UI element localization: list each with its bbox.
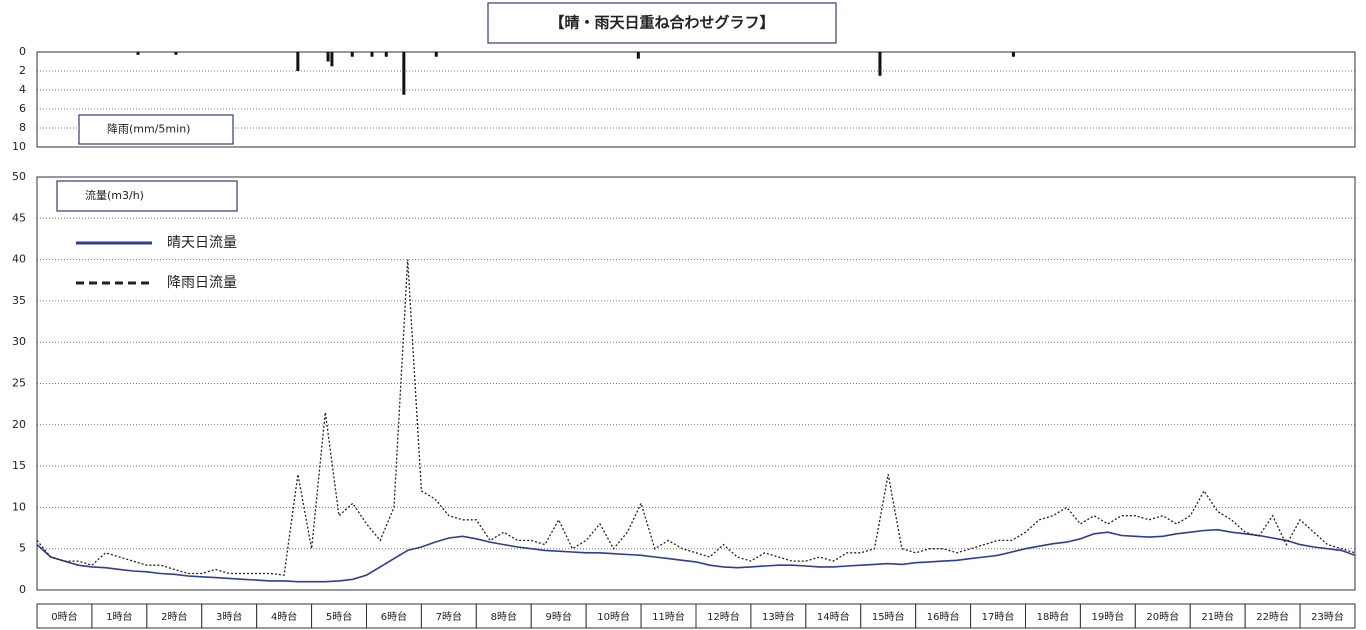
bar bbox=[384, 52, 388, 57]
x-tick-label: 7時台 bbox=[436, 610, 462, 623]
x-tick-label: 21時台 bbox=[1201, 610, 1234, 623]
bar bbox=[878, 52, 882, 76]
y-tick-label: 2 bbox=[19, 64, 26, 77]
x-tick-label: 23時台 bbox=[1311, 610, 1344, 623]
bar bbox=[330, 52, 334, 67]
category-cell bbox=[201, 603, 258, 629]
x-tick-label: 2時台 bbox=[161, 610, 187, 623]
x-tick-label: 15時台 bbox=[872, 610, 905, 623]
x-tick-label: 17時台 bbox=[982, 610, 1015, 623]
category-cell bbox=[1134, 603, 1191, 629]
legend-label: 晴天日流量 bbox=[167, 235, 237, 251]
y-tick-label: 15 bbox=[12, 459, 26, 472]
x-tick-label: 10時台 bbox=[597, 610, 630, 623]
y-tick-label: 25 bbox=[12, 377, 26, 390]
x-tick-label: 12時台 bbox=[707, 610, 740, 623]
category-cell bbox=[695, 603, 752, 629]
line bbox=[36, 528, 1356, 583]
y-tick-label: 10 bbox=[12, 500, 26, 513]
category-cell bbox=[1025, 603, 1081, 629]
bar bbox=[434, 52, 438, 57]
x-tick-label: 13時台 bbox=[762, 610, 795, 623]
chart-title: 【晴・雨天日重ね合わせグラフ】 bbox=[549, 14, 774, 32]
y-tick-label: 8 bbox=[19, 121, 26, 134]
axis-label-box bbox=[56, 180, 238, 212]
category-cell bbox=[475, 603, 532, 629]
y-tick-label: 5 bbox=[19, 542, 26, 555]
x-tick-label: 16時台 bbox=[927, 610, 960, 623]
y-tick-label: 4 bbox=[19, 83, 26, 96]
x-tick-label: 4時台 bbox=[271, 610, 297, 623]
x-tick-label: 6時台 bbox=[381, 610, 407, 623]
y-tick-label: 0 bbox=[19, 45, 26, 58]
axis-label-box bbox=[78, 114, 234, 145]
y-tick-label: 0 bbox=[19, 583, 26, 596]
bar bbox=[174, 52, 178, 55]
line bbox=[36, 259, 1356, 576]
category-cell bbox=[530, 603, 587, 629]
x-tick-label: 9時台 bbox=[546, 610, 572, 623]
category-cell bbox=[1299, 603, 1356, 629]
x-tick-label: 5時台 bbox=[326, 610, 352, 623]
bar bbox=[326, 52, 330, 62]
plot-frame bbox=[36, 51, 1356, 148]
x-tick-label: 22時台 bbox=[1256, 610, 1289, 623]
legend-label: 降雨日流量 bbox=[167, 275, 237, 291]
x-tick-label: 3時台 bbox=[216, 610, 242, 623]
x-tick-label: 11時台 bbox=[652, 610, 685, 623]
category-cell bbox=[366, 603, 422, 629]
y-tick-label: 50 bbox=[12, 170, 26, 183]
x-tick-label: 19時台 bbox=[1092, 610, 1125, 623]
category-cell bbox=[420, 603, 477, 629]
y-tick-label: 20 bbox=[12, 418, 26, 431]
category-cell bbox=[91, 603, 148, 629]
x-tick-label: 20時台 bbox=[1146, 610, 1179, 623]
x-tick-label: 14時台 bbox=[817, 610, 850, 623]
y-tick-label: 6 bbox=[19, 102, 26, 115]
category-cell bbox=[860, 603, 917, 629]
category-cell bbox=[1189, 603, 1246, 629]
y-tick-label: 40 bbox=[12, 253, 26, 266]
title-box bbox=[487, 2, 837, 44]
x-tick-label: 18時台 bbox=[1037, 610, 1070, 623]
category-cell bbox=[256, 603, 313, 629]
y-tick-label: 30 bbox=[12, 335, 26, 348]
y-axis-label: 流量(m3/h) bbox=[85, 188, 144, 202]
category-cell bbox=[640, 603, 697, 629]
bar bbox=[296, 52, 300, 71]
y-axis-label: 降雨(mm/5min) bbox=[107, 122, 190, 136]
category-cell bbox=[970, 603, 1026, 629]
x-tick-label: 8時台 bbox=[491, 610, 517, 623]
y-tick-label: 35 bbox=[12, 294, 26, 307]
bar bbox=[350, 52, 354, 57]
category-cell bbox=[805, 603, 862, 629]
category-cell bbox=[585, 603, 642, 629]
x-tick-label: 1時台 bbox=[106, 610, 132, 623]
category-cell bbox=[1079, 603, 1136, 629]
bar bbox=[636, 52, 640, 59]
bar bbox=[402, 52, 406, 95]
bar bbox=[1011, 52, 1015, 57]
y-tick-label: 45 bbox=[12, 211, 26, 224]
category-cell bbox=[1244, 603, 1301, 629]
bar bbox=[370, 52, 374, 57]
bar bbox=[136, 52, 140, 55]
category-cell bbox=[750, 603, 807, 629]
y-tick-label: 10 bbox=[12, 140, 26, 153]
x-tick-label: 0時台 bbox=[51, 610, 77, 623]
plot-frame bbox=[36, 176, 1356, 591]
category-cell bbox=[146, 603, 203, 629]
